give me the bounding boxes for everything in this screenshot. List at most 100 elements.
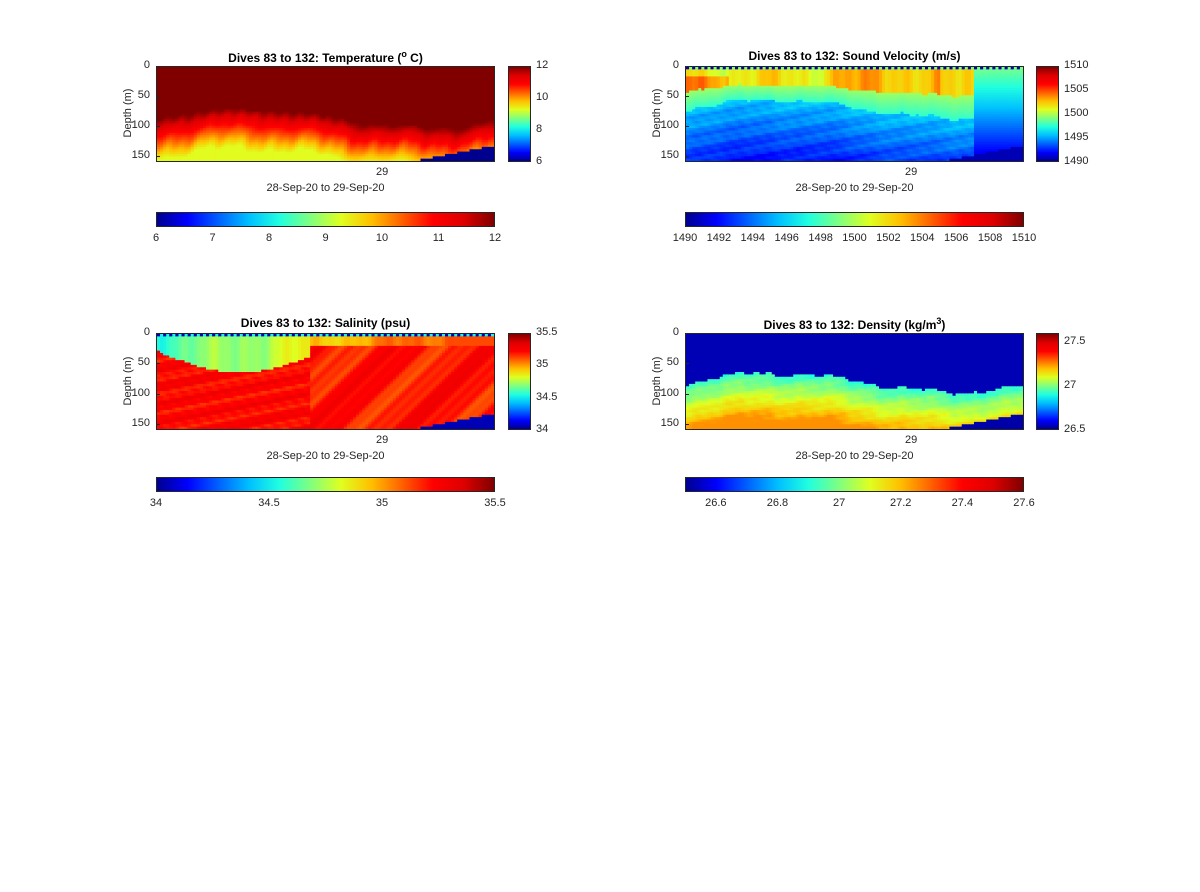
heatmap-cell — [334, 88, 339, 92]
heatmap-cell — [716, 146, 721, 150]
heatmap-cell — [199, 92, 204, 96]
heatmap-cell — [408, 118, 412, 122]
heatmap-cell — [328, 69, 333, 73]
heatmap-cell — [206, 85, 210, 89]
heatmap-cell — [686, 85, 690, 89]
heatmap-cell — [187, 106, 192, 110]
heatmap-cell — [288, 69, 293, 73]
heatmap-cell — [371, 99, 376, 103]
heatmap-cell — [362, 76, 366, 80]
heatmap-cell — [487, 123, 492, 127]
heatmap-cell — [405, 142, 409, 146]
heatmap-cell — [270, 69, 275, 73]
heatmap-cell — [371, 146, 376, 150]
heatmap-cell — [722, 95, 727, 99]
heatmap-cell — [686, 123, 690, 127]
heatmap-cell — [300, 69, 305, 73]
heatmap-cell — [392, 123, 397, 127]
heatmap-cell — [224, 95, 229, 99]
heatmap-cell — [169, 158, 173, 161]
heatmap-cell — [163, 67, 167, 70]
heatmap-cell — [487, 139, 492, 143]
heatmap-cell — [405, 128, 409, 132]
heatmap-cell — [279, 125, 284, 129]
heatmap-cell — [334, 156, 339, 160]
heatmap-cell — [444, 109, 449, 113]
heatmap-cell — [356, 153, 360, 157]
heatmap-cell — [270, 118, 275, 122]
heatmap-cell — [710, 85, 715, 89]
heatmap-cell — [704, 139, 709, 143]
heatmap-cell — [300, 76, 305, 80]
heatmap-cell — [429, 109, 434, 113]
heatmap-cell — [270, 102, 275, 106]
heatmap-cell — [383, 102, 388, 106]
heatmap-cell — [362, 67, 366, 70]
heatmap-cell — [487, 137, 492, 141]
heatmap-cell — [172, 139, 176, 143]
heatmap-cell — [206, 121, 210, 124]
heatmap-cell — [175, 102, 180, 106]
heatmap-cell — [202, 156, 207, 160]
heatmap-cell — [701, 116, 705, 120]
heatmap-cell — [304, 90, 308, 94]
heatmap-cell — [359, 78, 363, 82]
heatmap-cell — [279, 69, 284, 73]
heatmap-cell — [307, 128, 311, 132]
heatmap-cell — [215, 69, 219, 73]
heatmap-cell — [371, 81, 376, 85]
heatmap-cell — [291, 114, 296, 117]
heatmap-cell — [475, 67, 480, 70]
heatmap-cell — [490, 135, 494, 139]
heatmap-cell — [478, 153, 483, 157]
heatmap-cell — [282, 74, 287, 77]
heatmap-cell — [196, 67, 201, 70]
heatmap-cell — [426, 135, 431, 139]
heatmap-cell — [722, 104, 727, 108]
heatmap-cell — [374, 81, 379, 85]
heatmap-cell — [248, 121, 253, 124]
heatmap-cell — [386, 123, 391, 127]
heatmap-cell — [297, 130, 302, 134]
heatmap-cell — [698, 104, 702, 108]
heatmap-cell — [689, 74, 693, 77]
heatmap-cell — [438, 158, 443, 161]
heatmap-cell — [175, 114, 180, 117]
heatmap-cell — [377, 69, 382, 73]
heatmap-cell — [267, 116, 271, 120]
heatmap-cell — [227, 151, 232, 155]
heatmap-cell — [172, 88, 176, 92]
heatmap-cell — [221, 97, 225, 101]
heatmap-cell — [466, 102, 471, 106]
heatmap-cell — [490, 83, 494, 87]
heatmap-cell — [294, 116, 299, 120]
heatmap-cell — [187, 104, 192, 108]
heatmap-cell — [178, 135, 183, 139]
heatmap-cell — [365, 149, 369, 153]
heatmap-cell — [172, 95, 176, 99]
heatmap-cell — [710, 149, 715, 153]
heatmap-cell — [160, 132, 164, 136]
heatmap-cell — [160, 83, 164, 87]
heatmap-cell — [184, 95, 189, 99]
heatmap-cell — [374, 106, 379, 110]
heatmap-cell — [423, 74, 428, 77]
heatmap-cell — [187, 97, 192, 101]
heatmap-cell — [258, 128, 262, 132]
heatmap-cell — [288, 132, 293, 136]
heatmap-cell — [160, 69, 164, 73]
heatmap-cell — [441, 158, 446, 161]
heatmap-cell — [304, 118, 308, 122]
heatmap-cell — [695, 116, 699, 120]
heatmap-cell — [460, 71, 464, 75]
heatmap-cell — [386, 142, 391, 146]
heatmap-cell — [264, 81, 268, 85]
heatmap-cell — [328, 106, 333, 110]
heatmap-cell — [392, 135, 397, 139]
heatmap-cell — [193, 135, 198, 139]
heatmap-cell — [451, 102, 455, 106]
heatmap-cell — [285, 90, 290, 94]
heatmap-cell — [408, 146, 412, 150]
heatmap-cell — [276, 142, 281, 146]
heatmap-cell — [371, 78, 376, 82]
